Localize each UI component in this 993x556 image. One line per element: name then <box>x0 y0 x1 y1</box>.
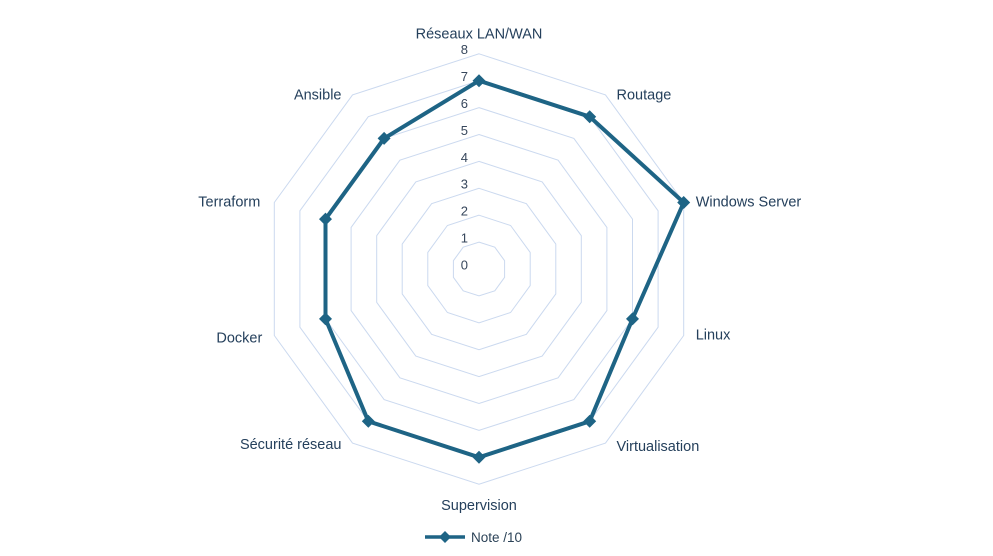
axis-label-Supervision: Supervision <box>441 498 517 514</box>
grid-ring-1 <box>452 241 506 297</box>
axis-label-Terraform: Terraform <box>198 194 260 210</box>
tick-label-7: 7 <box>461 69 468 84</box>
marker-Sécurité réseau <box>361 414 375 428</box>
axis-label-Virtualisation: Virtualisation <box>617 439 700 455</box>
marker-Linux <box>626 312 639 326</box>
tick-label-0: 0 <box>461 257 468 272</box>
legend-diamond <box>439 531 451 543</box>
axis-label-Réseaux LAN/WAN: Réseaux LAN/WAN <box>416 27 543 43</box>
marker-Réseaux LAN/WAN <box>472 74 486 88</box>
marker-Windows Server <box>677 196 691 209</box>
tick-label-1: 1 <box>461 231 468 246</box>
axis-label-Routage: Routage <box>617 88 672 104</box>
grid-ring-8 <box>273 53 685 485</box>
marker-Virtualisation <box>583 414 597 428</box>
tick-label-2: 2 <box>461 204 468 219</box>
tick-label-3: 3 <box>461 177 468 192</box>
axis-label-Windows Server: Windows Server <box>696 194 802 210</box>
axis-label-Sécurité réseau: Sécurité réseau <box>240 437 342 453</box>
marker-Docker <box>319 312 332 326</box>
axis-label-Docker: Docker <box>216 330 262 346</box>
axis-label-Linux: Linux <box>696 327 731 343</box>
tick-label-5: 5 <box>461 123 468 138</box>
tick-label-6: 6 <box>461 96 468 111</box>
legend: Note /10 <box>424 528 522 546</box>
tick-label-4: 4 <box>461 150 468 165</box>
legend-label: Note /10 <box>471 529 523 545</box>
marker-Routage <box>583 110 597 124</box>
legend-marker-icon <box>425 531 465 543</box>
marker-Ansible <box>377 131 391 145</box>
grid-ring-7 <box>299 80 659 458</box>
axis-label-Ansible: Ansible <box>294 88 342 104</box>
grid-ring-5 <box>350 133 608 405</box>
marker-Terraform <box>319 212 332 226</box>
grid-ring-4 <box>376 160 582 378</box>
tick-label-8: 8 <box>461 42 468 57</box>
grid-ring-2 <box>427 214 531 324</box>
marker-Supervision <box>472 450 486 464</box>
grid-ring-3 <box>401 187 557 351</box>
